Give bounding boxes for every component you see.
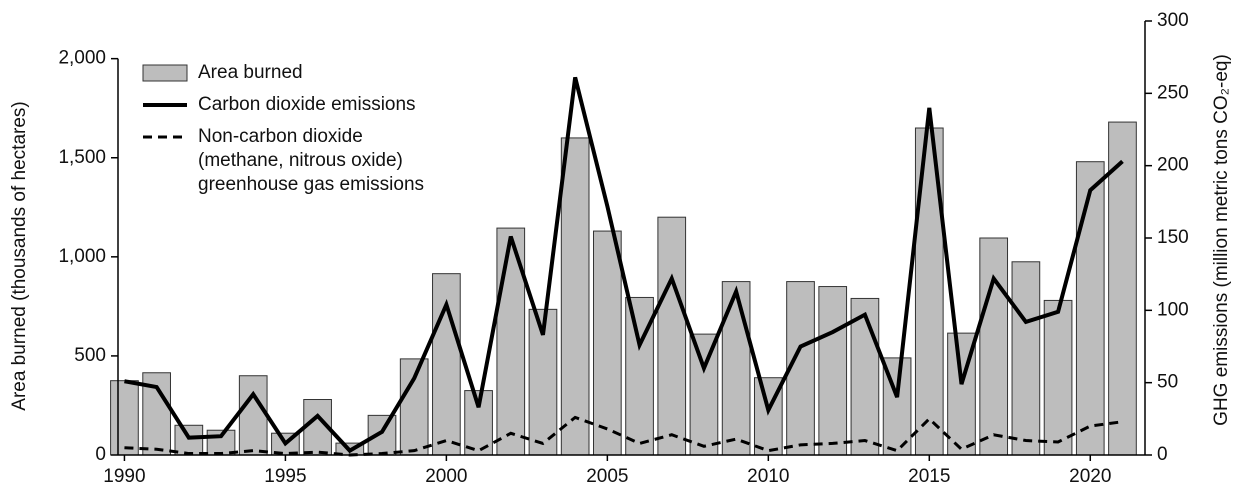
bar (979, 237, 1009, 456)
x-tick-label: 2005 (586, 466, 628, 487)
y-tick-label: 1,000 (58, 246, 106, 267)
y2-tick-label: 200 (1157, 155, 1189, 176)
y2-axis-label: GHG emissions (million metric tons CO₂-e… (1211, 54, 1232, 426)
legend-label: Carbon dioxide emissions (198, 94, 416, 115)
y2-tick-label: 100 (1157, 299, 1189, 320)
dashed-line (124, 415, 1123, 457)
bar (1011, 261, 1041, 456)
line (124, 76, 1124, 454)
legend-label: Area burned (198, 62, 303, 83)
x-tick-label: 1990 (103, 466, 145, 487)
bar (1108, 121, 1137, 456)
legend-label: Non-carbon dioxide (methane, nitrous oxid… (198, 126, 424, 195)
bar (1043, 299, 1073, 456)
bar (238, 375, 268, 456)
y2-tick-label: 250 (1157, 82, 1189, 103)
bar (721, 281, 751, 456)
bar (689, 333, 719, 456)
bar (110, 380, 139, 456)
y-tick-label: 500 (74, 345, 106, 366)
bar (174, 424, 204, 456)
y2-tick-label: 150 (1157, 227, 1189, 248)
y2-tick-label: 300 (1157, 10, 1189, 31)
y2-tick-label: 0 (1157, 444, 1168, 465)
legend-swatch (142, 64, 188, 82)
bar (367, 414, 397, 456)
y-axis-label: Area burned (thousands of hectares) (9, 101, 30, 410)
bar (399, 358, 429, 456)
y-tick-label: 2,000 (58, 48, 106, 69)
bar (818, 286, 848, 456)
x-tick-label: 1995 (264, 466, 306, 487)
bar (657, 216, 687, 456)
x-tick-label: 2020 (1069, 466, 1111, 487)
y-tick-label: 0 (95, 444, 106, 465)
x-tick-label: 2010 (747, 466, 789, 487)
y-tick-label: 1,500 (58, 147, 106, 168)
bar (1075, 161, 1105, 456)
bar (786, 281, 815, 456)
x-tick-label: 2015 (908, 466, 950, 487)
bar (560, 137, 590, 456)
y2-tick-label: 50 (1157, 372, 1178, 393)
x-tick-label: 2000 (425, 466, 467, 487)
bar (593, 230, 622, 456)
